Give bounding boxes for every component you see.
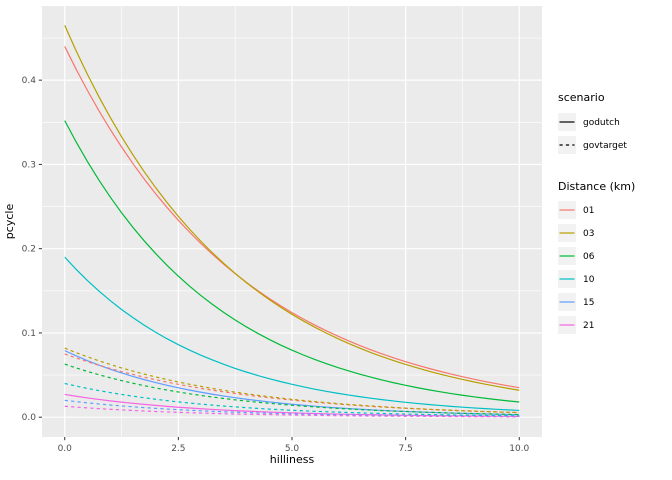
legend-distance-06-label: 06 <box>583 252 595 262</box>
legend-distance-03-label: 03 <box>583 229 594 239</box>
legend-distance-15-label: 15 <box>583 298 594 308</box>
y-tick-label: 0.2 <box>22 245 36 255</box>
y-tick-label: 0.0 <box>22 413 37 423</box>
y-axis-title: pcycle <box>3 204 16 240</box>
series-line-godutch-03 <box>64 25 520 391</box>
legend-title-scenario: scenario <box>558 91 605 104</box>
series-line-govtarget-10 <box>64 382 520 417</box>
x-tick-label: 5.0 <box>285 444 300 454</box>
legend-distance-01-label: 01 <box>583 206 594 216</box>
y-tick-label: 0.4 <box>22 76 37 86</box>
x-axis-title: hilliness <box>270 453 315 466</box>
series-line-govtarget-03 <box>64 347 520 414</box>
series-line-godutch-01 <box>64 46 520 389</box>
legend-distance-21-label: 21 <box>583 321 594 331</box>
legend-scenario-govtarget-label: govtarget <box>583 141 627 151</box>
x-tick-label: 2.5 <box>171 444 185 454</box>
legend-distance-10-label: 10 <box>583 275 595 285</box>
x-tick-label: 10.0 <box>509 444 529 454</box>
x-tick-label: 7.5 <box>398 444 412 454</box>
y-tick-label: 0.1 <box>22 329 36 339</box>
y-tick-label: 0.3 <box>22 160 36 170</box>
series-line-govtarget-21 <box>64 405 520 418</box>
x-tick-label: 0.0 <box>58 444 73 454</box>
legend-scenario-godutch-label: godutch <box>583 118 620 128</box>
series-line-godutch-10 <box>64 256 520 412</box>
legend-title-distance: Distance (km) <box>558 180 635 193</box>
series-line-godutch-06 <box>64 120 520 403</box>
series-line-govtarget-06 <box>64 363 520 416</box>
series-line-godutch-15 <box>64 350 520 416</box>
